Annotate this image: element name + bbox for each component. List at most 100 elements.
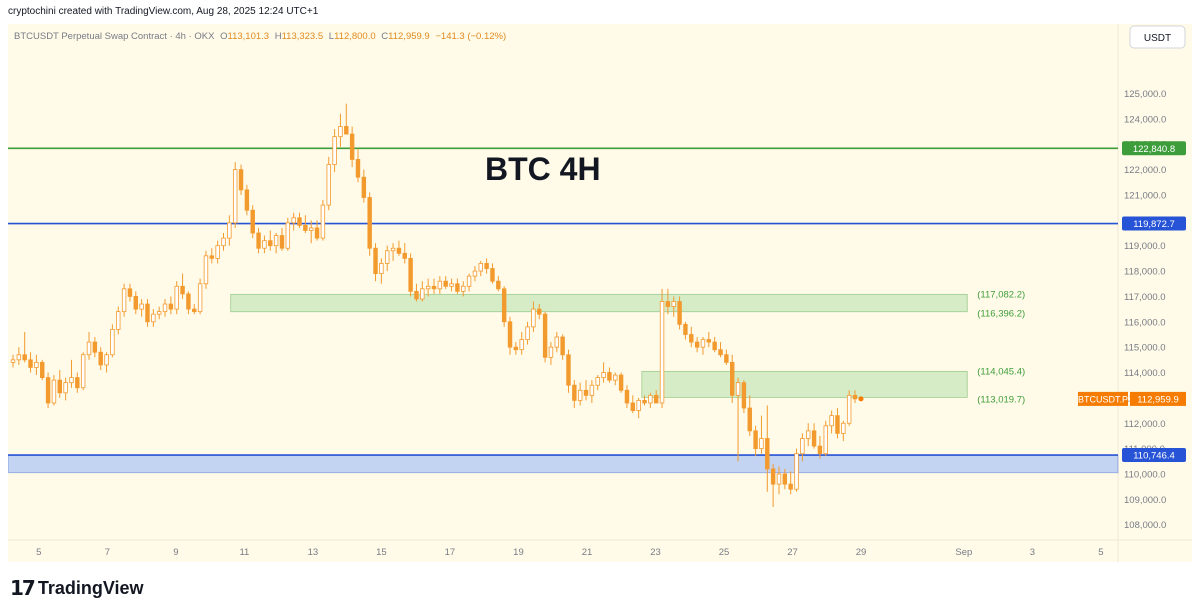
candle xyxy=(104,352,109,373)
candle xyxy=(437,276,443,294)
candle xyxy=(554,331,560,353)
candle-body-up xyxy=(531,308,536,328)
x-tick-label: 27 xyxy=(787,547,798,558)
candle xyxy=(314,220,320,241)
price-chart[interactable]: 108,000.0109,000.0110,000.0111,000.0112,… xyxy=(8,24,1192,562)
candle-body-up xyxy=(700,339,706,348)
resistance-2-price-tag-label: 119,872.7 xyxy=(1133,219,1175,230)
candle-body-down xyxy=(355,159,361,178)
candle xyxy=(203,250,209,289)
tradingview-wordmark: TradingView xyxy=(37,577,144,598)
candle xyxy=(250,205,255,239)
candle-body-up xyxy=(320,204,326,239)
candle xyxy=(110,324,115,358)
candle xyxy=(542,311,548,363)
candle-body-down xyxy=(566,354,571,386)
x-tick-label: 25 xyxy=(719,547,730,558)
candle-body-down xyxy=(630,402,636,411)
currency-button[interactable] xyxy=(1129,25,1186,49)
resistance-price-tag-label: 122,840.8 xyxy=(1133,144,1175,155)
candle xyxy=(501,286,507,327)
candle-body-up xyxy=(156,311,162,315)
candle-body-down xyxy=(238,169,244,191)
y-tick-label: 116,000.0 xyxy=(1124,317,1166,328)
candle-body-down xyxy=(303,225,308,231)
candle xyxy=(513,342,519,355)
candle-body-down xyxy=(513,346,519,351)
candle-body-up xyxy=(420,288,425,300)
candle-body-up xyxy=(794,453,799,490)
candle xyxy=(192,304,197,315)
candle xyxy=(548,342,554,365)
candle xyxy=(525,321,530,345)
candle xyxy=(817,435,823,459)
candle-body-down xyxy=(127,288,133,297)
candle-body-up xyxy=(232,169,238,224)
candle xyxy=(624,385,630,409)
candle xyxy=(209,248,215,264)
candle-body-up xyxy=(151,313,156,323)
candle xyxy=(63,377,68,401)
candle xyxy=(215,240,220,264)
close-value: 112,959.9 xyxy=(388,31,430,42)
candle-body-up xyxy=(806,430,811,439)
x-tick-label: 7 xyxy=(105,547,110,558)
candle xyxy=(583,380,589,401)
candle-body-down xyxy=(75,377,80,389)
last-price-tag xyxy=(1130,391,1186,406)
candle xyxy=(794,448,799,492)
candle xyxy=(607,367,612,383)
candle xyxy=(262,235,267,254)
candle-body-up xyxy=(385,250,390,264)
candle xyxy=(385,245,390,272)
candle xyxy=(414,283,419,302)
candle-body-down xyxy=(618,374,624,391)
candle xyxy=(297,212,302,228)
candle xyxy=(326,156,331,211)
candle xyxy=(806,423,811,447)
y-tick-label: 122,000.0 xyxy=(1124,165,1166,176)
candle-body-up xyxy=(648,394,653,404)
candle-body-down xyxy=(788,483,793,490)
candle-body-up xyxy=(121,288,127,313)
candle xyxy=(303,215,308,234)
candle xyxy=(461,281,466,297)
change-value: −141.3 (−0.12%) xyxy=(435,31,506,42)
candle-body-up xyxy=(110,329,115,356)
y-tick-label: 109,000.0 xyxy=(1124,495,1166,506)
candle-body-down xyxy=(560,336,565,356)
candle-body-down xyxy=(244,189,250,211)
candle xyxy=(244,184,250,216)
candle xyxy=(718,342,723,358)
candle xyxy=(45,372,51,409)
y-tick-label: 114,000.0 xyxy=(1124,368,1166,379)
candle xyxy=(361,169,367,203)
candle-body-down xyxy=(168,303,174,310)
candle xyxy=(782,468,788,490)
candle xyxy=(273,233,279,254)
candle xyxy=(349,126,355,168)
candle-body-up xyxy=(601,372,606,378)
candle xyxy=(408,253,413,297)
candle-body-up xyxy=(525,326,530,340)
candle xyxy=(10,354,16,368)
candle-body-down xyxy=(192,308,197,313)
candle-body-down xyxy=(361,176,367,198)
candle-body-up xyxy=(800,438,805,455)
candle-body-up xyxy=(51,379,57,404)
candle-body-down xyxy=(349,133,355,160)
y-tick-label: 125,000.0 xyxy=(1124,89,1166,100)
candle xyxy=(671,296,676,317)
candle-body-down xyxy=(57,379,62,394)
tradingview-logo[interactable]: 17 TradingView xyxy=(10,576,144,600)
candle-body-up xyxy=(10,359,16,363)
tradingview-icon: 17 xyxy=(10,576,36,600)
candle xyxy=(706,331,712,348)
candle xyxy=(648,392,653,409)
y-tick-label: 124,000.0 xyxy=(1124,114,1166,125)
candle xyxy=(320,200,326,241)
candle-body-up xyxy=(332,136,337,165)
candle xyxy=(566,349,571,393)
resistance-price-tag xyxy=(1122,141,1186,156)
candle-body-up xyxy=(227,222,232,239)
